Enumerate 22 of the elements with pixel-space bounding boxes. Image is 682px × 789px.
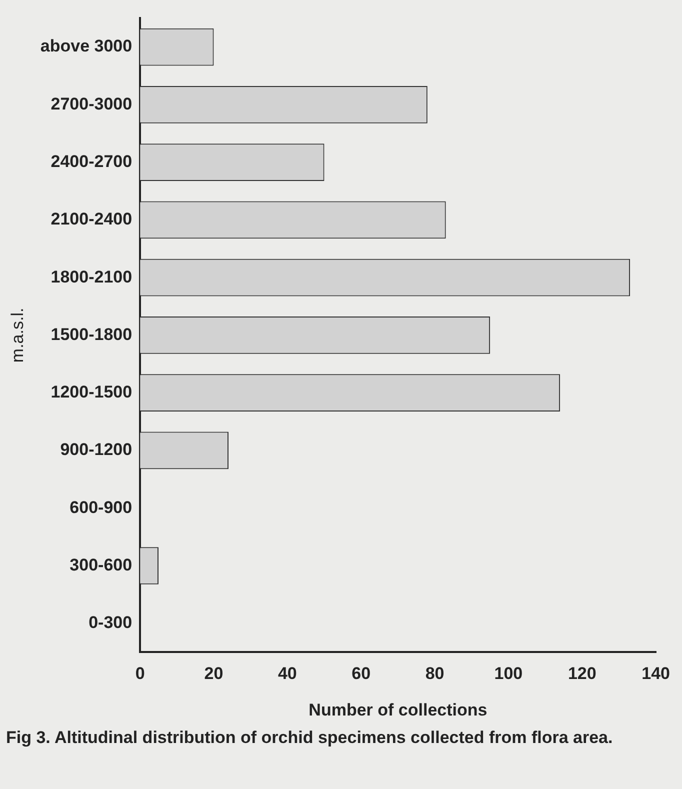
caption: Fig 3. Altitudinal distribution of orchid specimens collected from flora area.	[6, 728, 614, 748]
y-tick-label: 2100-2400	[50, 210, 132, 229]
x-tick-label: 80	[425, 664, 444, 684]
y-tick-label: above 3000	[40, 36, 132, 56]
x-axis-title: Number of collections	[308, 700, 488, 720]
y-axis-title: m.a.s.l.	[8, 308, 27, 363]
x-tick-label: 0	[135, 664, 145, 684]
x-tick-label: 120	[568, 664, 596, 684]
y-tick-label: 300-600	[70, 555, 132, 574]
x-tick-label: 100	[494, 664, 523, 684]
x-tick-label: 140	[642, 664, 670, 684]
y-tick-label: 1500-1800	[50, 324, 132, 344]
x-tick-label: 60	[352, 664, 371, 684]
y-tick-label: 0-300	[88, 613, 132, 632]
y-tick-label: 1200-1500	[50, 382, 132, 402]
y-tick-label: 900-1200	[60, 440, 132, 460]
y-tick-label: 2400-2700	[50, 152, 132, 171]
x-tick-label: 40	[278, 664, 297, 684]
y-tick-label: 1800-2100	[50, 267, 132, 286]
x-tick-label: 20	[204, 664, 224, 684]
y-tick-label: 600-900	[70, 498, 132, 517]
y-tick-label: 2700-3000	[50, 94, 132, 114]
